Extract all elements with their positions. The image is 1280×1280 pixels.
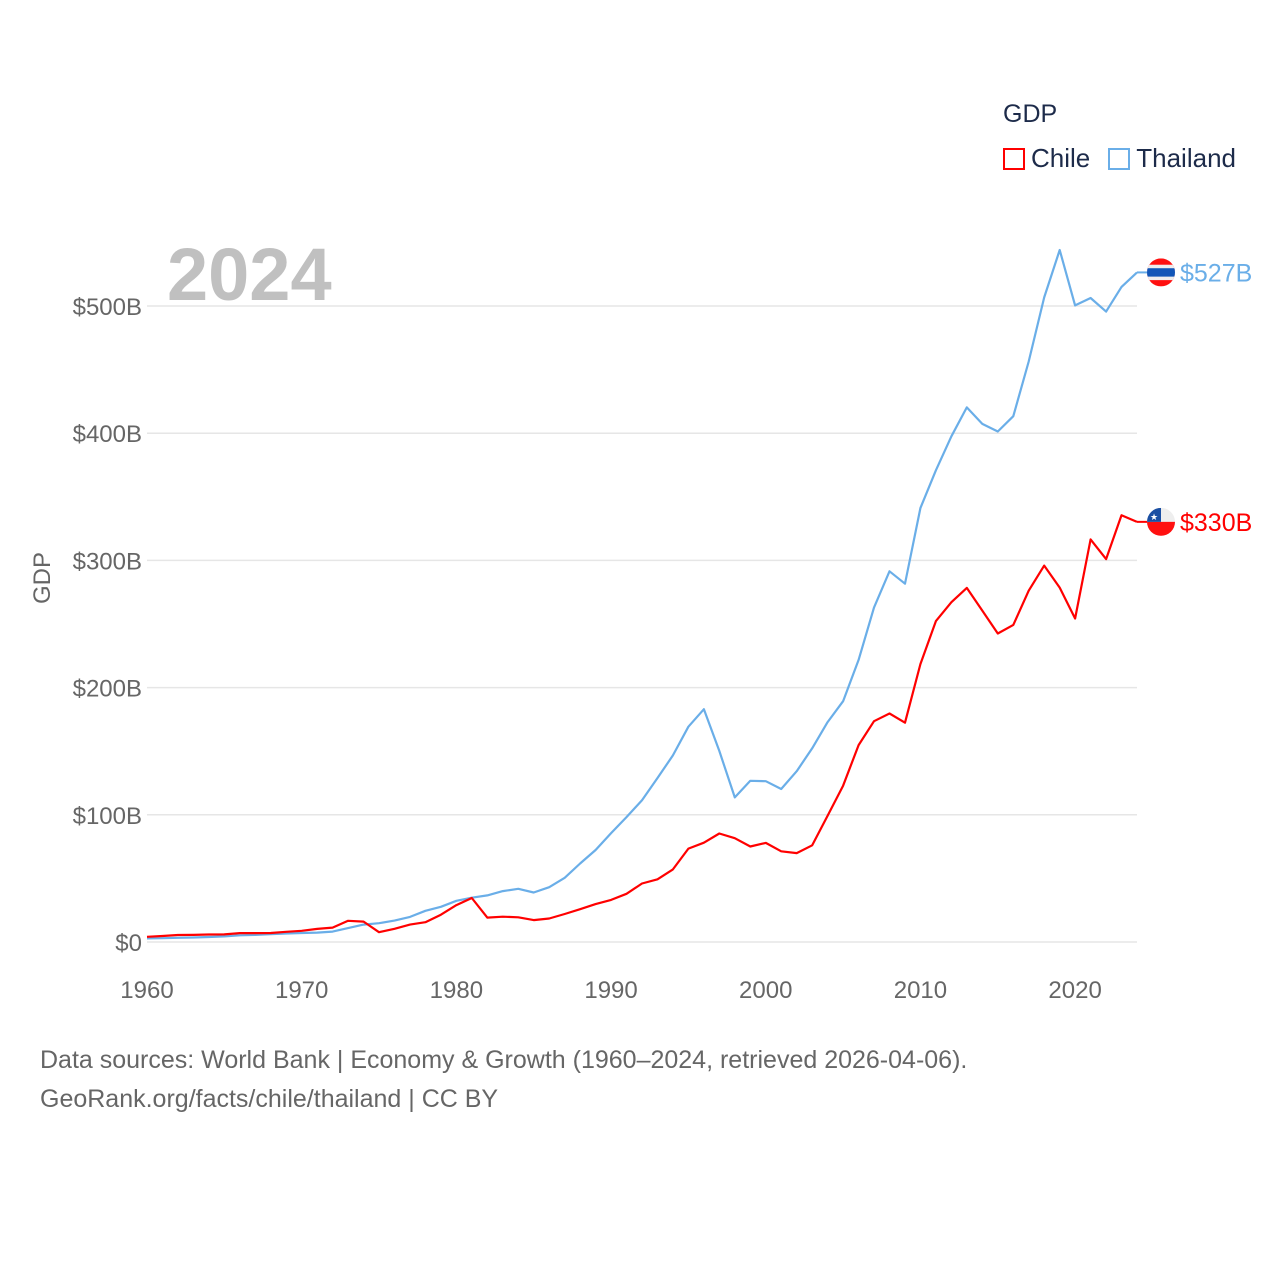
y-tick-label: $100B xyxy=(73,803,142,830)
legend-title: GDP xyxy=(1003,100,1058,128)
series-line-chile xyxy=(146,514,1138,938)
thailand-swatch xyxy=(1108,147,1131,170)
y-axis-label: GDP xyxy=(29,552,56,604)
y-tick-label: $500B xyxy=(73,294,142,321)
x-tick-label: 2000 xyxy=(739,977,792,1004)
year-watermark: 2024 xyxy=(167,233,332,316)
x-tick-label: 1990 xyxy=(584,977,637,1004)
y-tick-label: $0 xyxy=(115,930,142,957)
legend: Chile Thailand xyxy=(1003,143,1236,174)
end-value-label: $527B xyxy=(1180,259,1252,287)
chile-flag-icon: ★ xyxy=(1147,507,1175,536)
series-line-thailand xyxy=(146,248,1138,940)
chile-swatch xyxy=(1003,147,1025,170)
flag-red xyxy=(1147,521,1175,536)
footer-link[interactable]: GeoRank.org/facts/chile/thailand | CC BY xyxy=(40,1085,499,1113)
x-tick-label: 1960 xyxy=(120,977,173,1004)
y-tick-label: $200B xyxy=(73,676,142,703)
legend-item-chile[interactable]: Chile xyxy=(1003,143,1090,174)
x-tick-label: 2010 xyxy=(894,977,947,1004)
flag-star: ★ xyxy=(1150,512,1158,522)
flag-body: ★ xyxy=(1147,507,1175,536)
legend-label: Chile xyxy=(1031,143,1091,173)
footer-sources: Data sources: World Bank | Economy & Gro… xyxy=(40,1046,968,1074)
x-tick-label: 2020 xyxy=(1048,977,1101,1004)
legend-item-thailand[interactable]: Thailand xyxy=(1108,143,1236,174)
thailand-flag-icon xyxy=(1147,258,1175,287)
end-value-label: $330B xyxy=(1180,509,1252,537)
flag-body xyxy=(1147,258,1175,287)
y-tick-label: $300B xyxy=(73,548,142,575)
legend-label: Thailand xyxy=(1136,143,1236,173)
flag-blue xyxy=(1147,268,1175,277)
x-tick-label: 1980 xyxy=(430,977,483,1004)
x-tick-label: 1970 xyxy=(275,977,328,1004)
y-tick-label: $400B xyxy=(73,421,142,448)
